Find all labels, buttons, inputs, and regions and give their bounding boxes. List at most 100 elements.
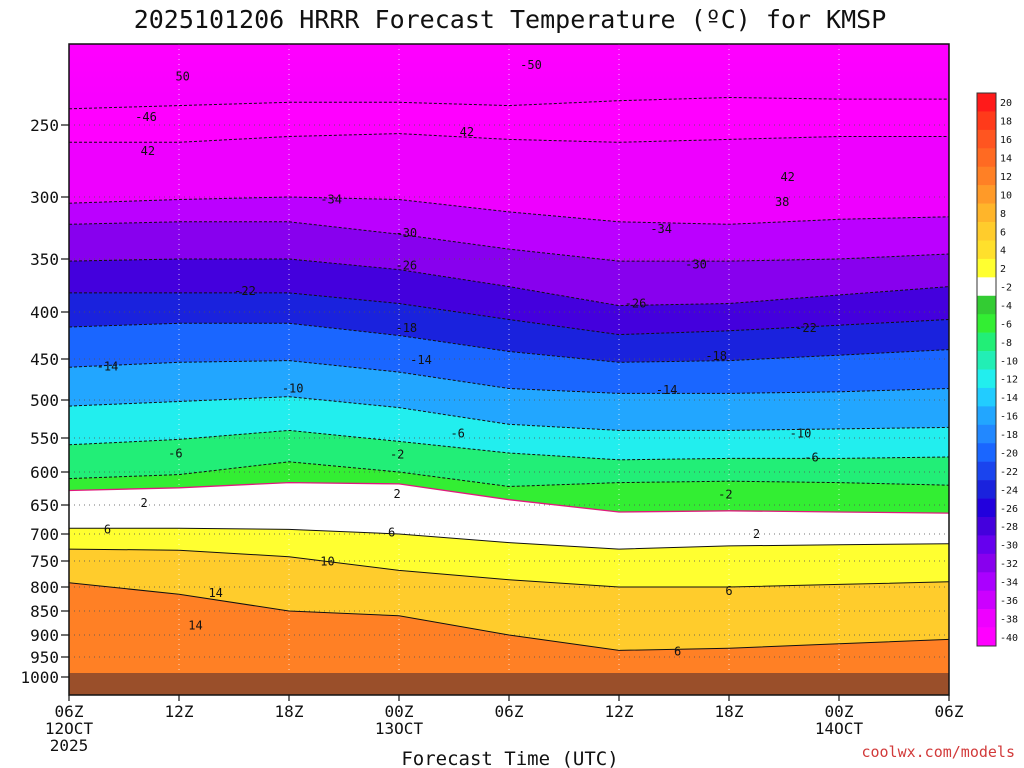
y-tick-label: 750 [30,552,59,571]
colorbar-swatch [977,277,996,297]
colorbar-label: -18 [1000,430,1018,441]
contour-label: -14 [656,383,678,397]
colorbar-swatch [977,148,996,168]
colorbar-label: 20 [1000,98,1012,109]
contour-label: -26 [395,258,417,272]
contour-label: 6 [674,645,681,659]
isotherm-line [69,292,949,336]
colorbar-swatch [977,295,996,315]
y-tick-label: 1000 [20,668,59,687]
colorbar-swatch [977,590,996,610]
colorbar-label: 4 [1000,246,1006,257]
x-tick-label: 18Z [715,702,744,721]
isotherm-line [69,258,949,307]
x-tick-label: 06Z [55,702,84,721]
colorbar-label: 6 [1000,227,1006,238]
x-axis-label: Forecast Time (UTC) [401,748,618,768]
contour-label: -26 [625,297,647,311]
colorbar-swatch [977,185,996,204]
y-tick-label: 700 [30,525,59,544]
credit-text: coolwx.com/models [861,743,1015,761]
contour-label: -30 [685,257,707,271]
colorbar: 20 18 16 14 12 10 8 6 4 2 -2 -4 -6 -8 -10 -12 -14 -16 -18 -… [976,92,1018,647]
y-tick-label: 400 [30,303,59,322]
contour-label: -22 [795,321,817,335]
colorbar-label: -22 [1000,467,1018,478]
colorbar-label: -8 [1000,338,1012,349]
contour-label: 2 [394,487,401,501]
isotherm-line [69,96,949,110]
colorbar-swatch [977,535,996,555]
contour-label: 38 [775,195,789,209]
colorbar-label: 18 [1000,117,1012,128]
y-tick-label: 300 [30,188,59,207]
colorbar-swatch [977,351,996,370]
colorbar-label: 16 [1000,135,1012,146]
colorbar-label: -30 [1000,541,1018,552]
colorbar-swatch [977,553,996,573]
colorbar-swatch [977,443,996,462]
colorbar-swatch [977,258,996,278]
colorbar-label: -28 [1000,522,1018,533]
y-tick-label: 250 [30,116,59,135]
chart-title: 2025101206 HRRR Forecast Temperature (ºC… [134,5,887,34]
colorbar-swatch [977,166,996,186]
y-tick-label: 800 [30,578,59,597]
colorbar-swatch [977,203,996,223]
colorbar-label: -10 [1000,356,1018,367]
contour-label: -22 [234,284,256,298]
colorbar-label: -38 [1000,614,1018,625]
isotherm-line [69,582,949,651]
colorbar-label: 14 [1000,154,1012,165]
x-tick-label: 06Z [495,702,524,721]
y-tick-label: 950 [30,648,59,667]
contour-label: -18 [705,349,727,363]
contour-label: -50 [520,58,542,72]
y-tick-label: 600 [30,463,59,482]
contour-label: 42 [141,144,155,158]
colorbar-swatch [977,332,996,352]
isotherm-line [69,461,949,488]
colorbar-label: -24 [1000,485,1018,496]
contour-label: 6 [104,522,111,536]
colorbar-swatch [977,480,996,499]
y-tick-label: 900 [30,626,59,645]
isotherm-line [69,396,949,431]
colorbar-label: -12 [1000,375,1018,386]
isotherm-line [69,548,949,588]
colorbar-swatch [977,406,996,426]
colorbar-swatch [977,222,996,241]
contour-label: -14 [97,359,119,373]
contour-label: -6 [168,447,182,461]
contour-label: 10 [320,555,334,569]
colorbar-swatch [977,314,996,333]
colorbar-swatch [977,129,996,149]
y-tick-label: 450 [30,350,59,369]
colorbar-swatch [977,387,996,407]
ground-surface [69,673,949,695]
colorbar-label: -26 [1000,504,1018,515]
y-tick-label: 550 [30,429,59,448]
x-tick-label: 18Z [275,702,304,721]
contour-label: 42 [780,170,794,184]
colorbar-frame [976,92,997,647]
plot-area [69,44,949,695]
colorbar-swatch [977,627,996,647]
colorbar-label: -32 [1000,559,1018,570]
x-tick-label: 12Z [165,702,194,721]
contour-label: -30 [395,226,417,240]
isotherm-line [69,429,949,461]
contour-label: 42 [460,125,474,139]
colorbar-label: -4 [1000,301,1012,312]
contour-label: -2 [390,447,404,461]
contour-label: -34 [320,192,342,206]
colorbar-swatch [977,111,996,131]
contour-label: -34 [650,222,672,236]
x-tick-label: 14OCT [815,719,864,738]
contour-label: -2 [718,487,732,501]
colorbar-label: -40 [1000,633,1018,644]
isotherm-line [69,322,949,363]
colorbar-label: -6 [1000,319,1012,330]
